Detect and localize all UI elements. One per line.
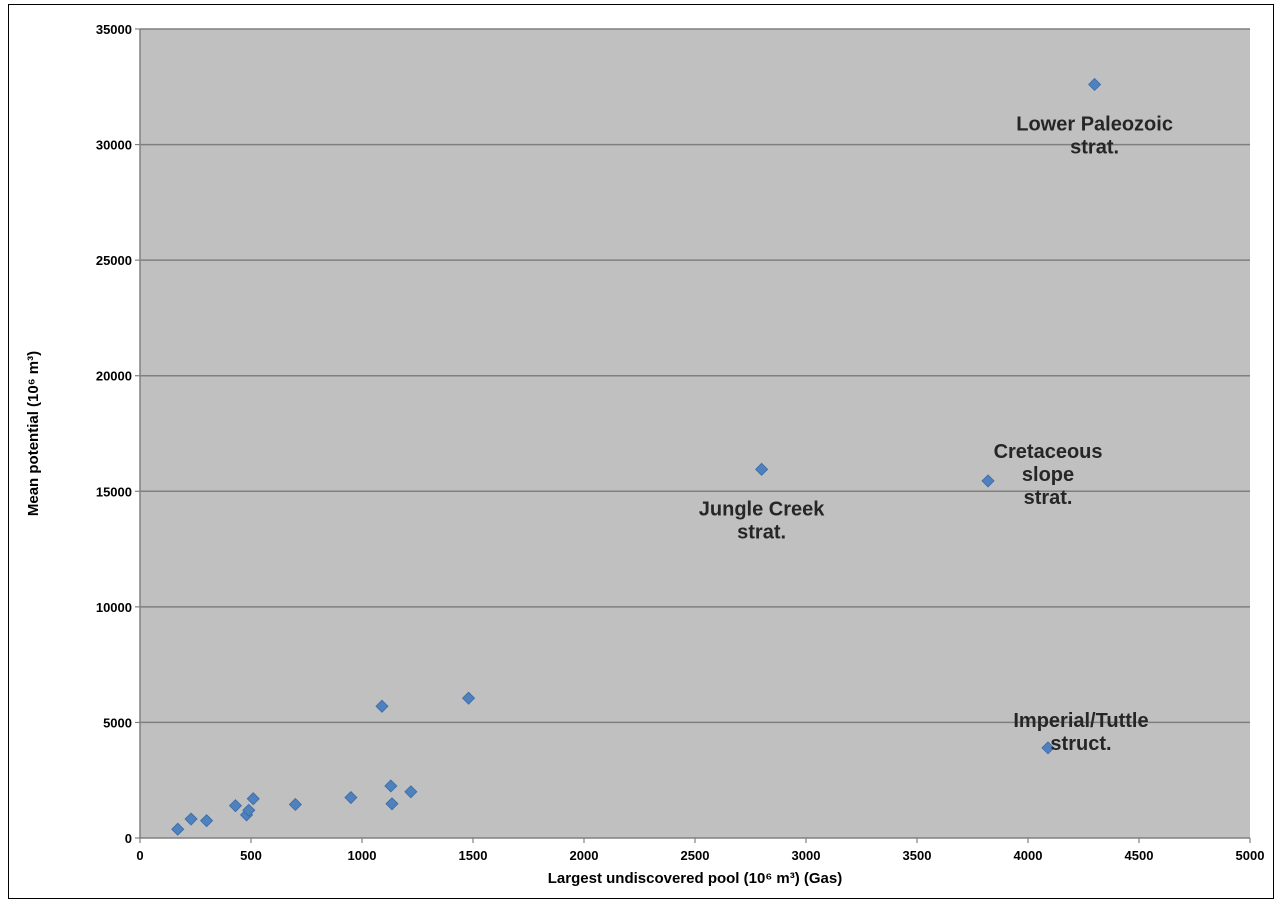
data-point bbox=[228, 799, 243, 813]
annotation-line: Jungle Creek bbox=[699, 498, 825, 520]
x-tick-label: 5000 bbox=[1236, 848, 1265, 863]
data-point bbox=[375, 699, 389, 713]
y-tick-label: 15000 bbox=[96, 484, 132, 499]
x-tick-label: 3500 bbox=[903, 848, 932, 863]
annotation-line: Imperial/Tuttle bbox=[1013, 710, 1148, 732]
annotation-label: Lower Paleozoic strat. bbox=[1016, 113, 1173, 158]
scatter-chart: 0 500 1000 1500 2000 2500 3000 3500 4000 4500 5000… bbox=[25, 22, 1264, 887]
x-tick-label: 2000 bbox=[570, 848, 599, 863]
data-point bbox=[1088, 77, 1102, 92]
annotation-line: Cretaceous bbox=[994, 441, 1103, 463]
x-tick-label: 4000 bbox=[1014, 848, 1043, 863]
annotation-line: Lower Paleozoic bbox=[1016, 113, 1173, 135]
annotation-line: strat. bbox=[1024, 487, 1073, 509]
data-point bbox=[246, 792, 260, 806]
annotation-label: Jungle Creek strat. bbox=[699, 498, 825, 543]
data-point bbox=[344, 790, 358, 805]
y-axis-title: Mean potential (10⁶ m³) bbox=[25, 351, 42, 516]
y-tick-label: 25000 bbox=[96, 253, 132, 268]
data-point bbox=[171, 822, 185, 836]
data-point bbox=[184, 812, 198, 826]
y-tick-label: 10000 bbox=[96, 600, 132, 615]
y-tick-label: 30000 bbox=[96, 138, 132, 153]
x-tick-label: 4500 bbox=[1125, 848, 1154, 863]
annotation-line: strat. bbox=[1070, 136, 1119, 158]
data-point bbox=[404, 785, 418, 799]
data-point bbox=[981, 474, 995, 488]
gridlines bbox=[140, 28, 1250, 724]
x-tick-label: 1000 bbox=[348, 848, 377, 863]
y-tick-label: 20000 bbox=[96, 369, 132, 384]
y-tick-label: 5000 bbox=[103, 715, 132, 730]
plot-area bbox=[140, 29, 1250, 838]
data-point bbox=[242, 803, 256, 817]
annotation-label: Imperial/Tuttle struct. bbox=[1013, 710, 1148, 755]
x-axis-title: Largest undiscovered pool (10⁶ m³) (Gas) bbox=[548, 870, 842, 887]
annotation-line: struct. bbox=[1050, 733, 1111, 755]
data-point bbox=[288, 797, 302, 812]
data-point bbox=[384, 779, 398, 793]
data-point bbox=[755, 462, 769, 476]
data-point bbox=[200, 814, 214, 828]
y-tick-label: 0 bbox=[125, 831, 132, 846]
x-tick-label: 2500 bbox=[681, 848, 710, 863]
chart-container: 0 500 1000 1500 2000 2500 3000 3500 4000 4500 5000… bbox=[8, 4, 1274, 899]
x-tick-label: 500 bbox=[240, 848, 262, 863]
x-tick-labels: 0 500 1000 1500 2000 2500 3000 3500 4000 4500 5000 bbox=[136, 838, 1264, 863]
annotations: Lower Paleozoic strat.Jungle Creek strat.C… bbox=[699, 113, 1173, 754]
data-point bbox=[385, 797, 399, 811]
annotation-label: Cretaceous slope strat. bbox=[994, 441, 1103, 509]
data-point bbox=[461, 691, 476, 705]
annotation-line: slope bbox=[1022, 464, 1074, 486]
annotation-line: strat. bbox=[737, 521, 786, 543]
data-point bbox=[1041, 741, 1055, 755]
x-tick-label: 3000 bbox=[792, 848, 821, 863]
y-tick-labels: 0 5000 10000 15000 20000 25000 30000 35000 bbox=[96, 22, 140, 846]
data-points bbox=[171, 77, 1102, 836]
y-tick-label: 35000 bbox=[96, 22, 132, 37]
x-tick-label: 0 bbox=[136, 848, 143, 863]
x-tick-label: 1500 bbox=[459, 848, 488, 863]
